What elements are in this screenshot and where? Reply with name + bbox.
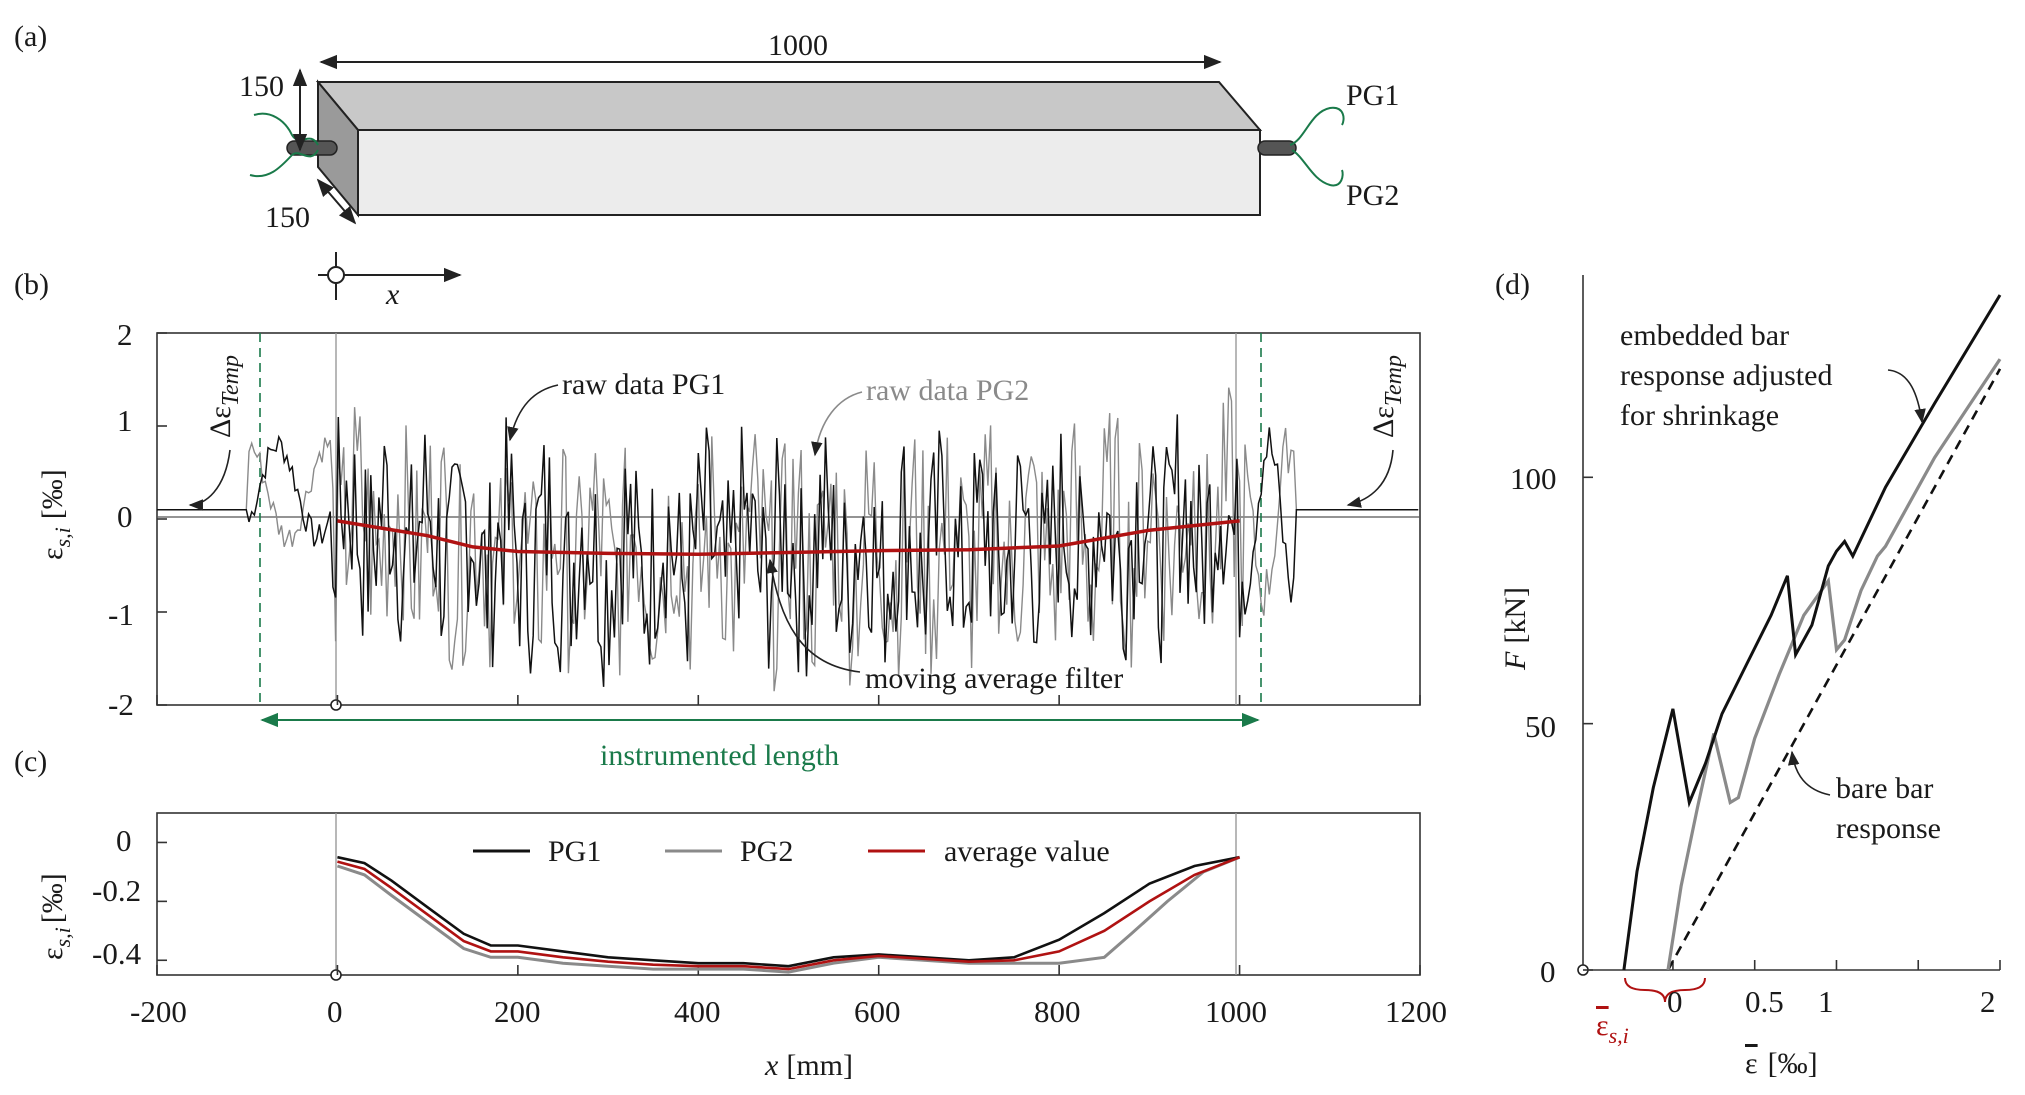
c-xtick-600: 600: [854, 994, 901, 1029]
c-xtick-400: 400: [674, 994, 721, 1029]
rebar-right: [1257, 140, 1297, 156]
annot-embedded-arrow: [1887, 369, 1926, 424]
d-xlabel: ε [‰]: [1745, 1047, 1818, 1080]
series-bare-bar: [1666, 368, 2002, 971]
d-xtick-0: 0: [1667, 984, 1683, 1019]
chart-b-origin-marker: [330, 699, 342, 711]
chart-c-frame: [156, 812, 1421, 976]
d-offset-label: εs,i: [1596, 1009, 1629, 1048]
d-ytick-50: 50: [1525, 709, 1556, 744]
annot-moving-average: moving average filter: [865, 662, 1123, 695]
c-xtick-m200: -200: [130, 994, 187, 1029]
c-ytick-02: -0.2: [92, 873, 141, 908]
series-average: [337, 855, 1241, 971]
height-label: 150: [239, 70, 284, 103]
series-shifted-response: [1666, 358, 2002, 971]
annot-embedded-3: for shrinkage: [1620, 399, 1779, 432]
c-xtick-0: 0: [327, 994, 343, 1029]
chart-b: [156, 332, 1421, 711]
d-xtick-2: 2: [1980, 984, 1996, 1019]
coordinate-origin: [318, 252, 462, 300]
d-ytick-0: 0: [1540, 954, 1556, 989]
legend-avg: average value: [944, 835, 1110, 868]
b-ylabel: εs,i[‰]: [36, 469, 75, 560]
panel-label-a: (a): [14, 20, 47, 53]
annot-raw-pg2-arrow: [811, 391, 863, 457]
annot-embedded-2: response adjusted: [1620, 359, 1832, 392]
c-xlabel: x [mm]: [764, 1049, 853, 1082]
panel-label-c: (c): [14, 745, 47, 778]
legend-pg1: PG1: [548, 835, 601, 868]
annot-moving-average-arrow: [766, 558, 861, 673]
instrumented-length-label: instrumented length: [600, 739, 839, 772]
c-ytick-0: 0: [116, 823, 132, 858]
b-ytick-1: 1: [117, 403, 133, 438]
c-xtick-1200: 1200: [1385, 994, 1447, 1029]
series-moving-average: [337, 519, 1240, 557]
d-ylabel: F[kN]: [1499, 587, 1532, 671]
temp-arrow-left: [188, 449, 231, 511]
annot-raw-pg1: raw data PG1: [562, 368, 725, 401]
specimen-top-face: [315, 81, 1263, 131]
length-label: 1000: [768, 29, 828, 62]
fiber-lead-right-top: [1289, 106, 1345, 146]
annot-bare-arrow: [1787, 750, 1831, 796]
specimen-front-face: [357, 129, 1261, 216]
coord-x-label: x: [385, 278, 400, 311]
c-xtick-200: 200: [494, 994, 541, 1029]
temp-label-right: ΔεTemp: [1367, 355, 1407, 438]
b-ytick-0: 0: [117, 499, 133, 534]
c-ylabel: εs,i[‰]: [36, 873, 75, 960]
annot-bare-1: bare bar: [1836, 772, 1933, 805]
specimen-drawing: [249, 54, 1345, 225]
c-xtick-1000: 1000: [1205, 994, 1267, 1029]
gauge-label-pg2: PG2: [1346, 179, 1399, 212]
series-raw-pg2: [157, 387, 1419, 692]
fiber-lead-right-bottom: [1291, 149, 1344, 187]
series-pg1: [337, 855, 1240, 968]
fiber-lead-left-bottom: [249, 149, 319, 178]
temp-label-left: ΔεTemp: [204, 355, 244, 438]
panel-label-d: (d): [1495, 268, 1530, 301]
panel-label-b: (b): [14, 268, 49, 301]
b-ytick-m2: -2: [108, 687, 134, 722]
series-raw-pg1: [157, 414, 1419, 687]
c-xtick-800: 800: [1034, 994, 1081, 1029]
d-xtick-05: 0.5: [1745, 984, 1784, 1019]
series-embedded-bar: [1622, 294, 2002, 971]
offset-brace: [1624, 977, 1706, 1003]
chart-d: [1577, 275, 2002, 1003]
annot-bare-2: response: [1836, 812, 1941, 845]
d-ytick-100: 100: [1510, 461, 1557, 496]
annot-raw-pg1-arrow: [507, 384, 559, 442]
chart-c-origin-marker: [330, 969, 342, 981]
series-pg2: [336, 855, 1241, 974]
b-ytick-m1: -1: [108, 597, 134, 632]
annot-embedded-1: embedded bar: [1620, 319, 1789, 352]
chart-c: [156, 812, 1421, 981]
fiber-lead-left-top: [253, 112, 319, 146]
width-label: 150: [265, 201, 310, 234]
legend-pg2: PG2: [740, 835, 793, 868]
origin-marker: [327, 266, 345, 284]
b-ytick-2: 2: [117, 317, 133, 352]
temp-arrow-right: [1346, 449, 1394, 508]
d-xtick-1: 1: [1818, 984, 1834, 1019]
gauge-label-pg1: PG1: [1346, 79, 1399, 112]
c-ytick-04: -0.4: [92, 936, 142, 971]
annot-raw-pg2: raw data PG2: [866, 374, 1029, 407]
width-dimension: [316, 178, 357, 225]
